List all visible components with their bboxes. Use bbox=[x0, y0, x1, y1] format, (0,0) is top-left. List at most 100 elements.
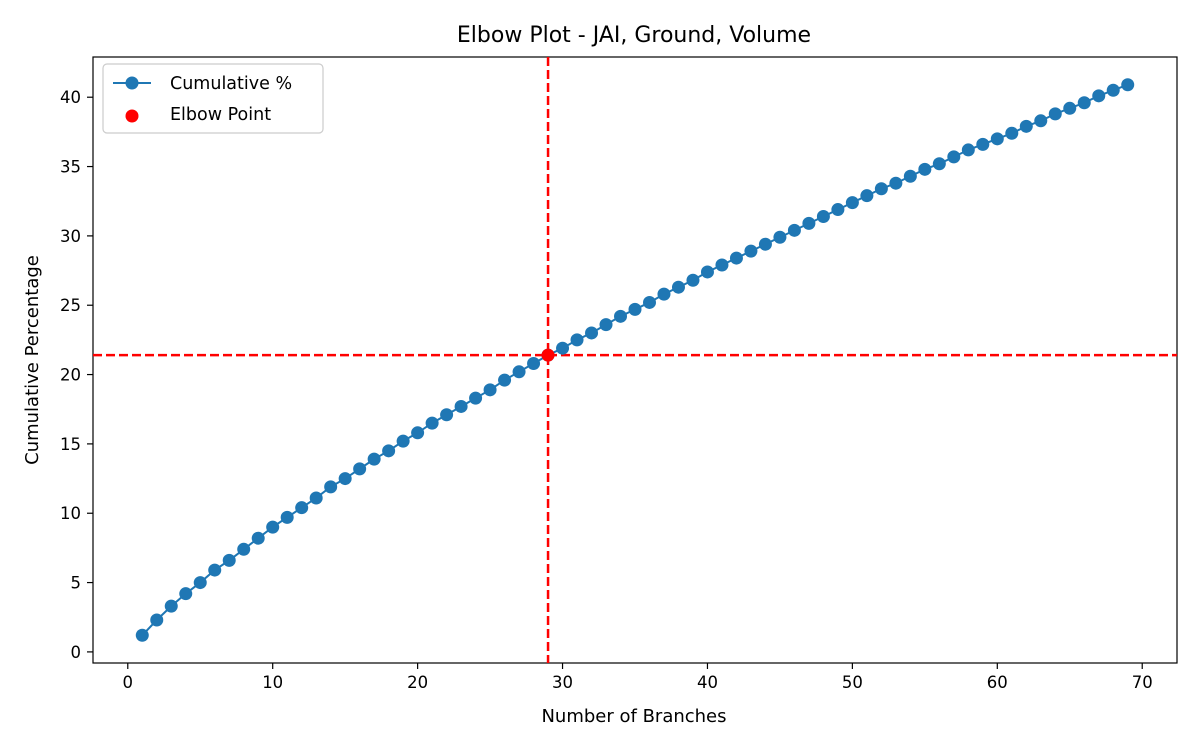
x-axis-ticks: 0 10 20 30 40 50 60 70 bbox=[123, 663, 1153, 692]
y-tick-label: 20 bbox=[60, 366, 81, 385]
data-point bbox=[469, 391, 483, 405]
legend: Cumulative % Elbow Point bbox=[102, 63, 324, 134]
x-tick-label: 10 bbox=[262, 673, 283, 692]
data-point bbox=[715, 258, 729, 272]
data-point bbox=[1092, 89, 1106, 103]
y-tick-label: 15 bbox=[60, 435, 81, 454]
data-point bbox=[860, 189, 874, 203]
data-point bbox=[454, 399, 468, 413]
data-point bbox=[947, 150, 961, 164]
x-tick-label: 0 bbox=[123, 673, 134, 692]
data-point bbox=[425, 416, 439, 430]
y-tick-label: 5 bbox=[71, 574, 82, 593]
plot-frame bbox=[92, 56, 1178, 664]
data-point bbox=[483, 383, 497, 397]
data-point bbox=[657, 287, 671, 301]
data-point bbox=[1121, 78, 1135, 92]
y-tick-label: 40 bbox=[60, 88, 81, 107]
data-point bbox=[527, 356, 541, 370]
chart-title: Elbow Plot - JAI, Ground, Volume bbox=[457, 23, 811, 48]
data-point bbox=[266, 520, 280, 534]
data-point bbox=[208, 563, 222, 577]
data-point bbox=[411, 426, 425, 440]
data-point bbox=[671, 280, 685, 294]
data-point bbox=[599, 318, 613, 332]
y-axis-label: Cumulative Percentage bbox=[22, 255, 43, 465]
y-tick-label: 10 bbox=[60, 504, 81, 523]
data-point bbox=[918, 162, 932, 176]
data-point bbox=[193, 576, 207, 590]
data-point bbox=[164, 599, 178, 613]
data-point bbox=[367, 452, 381, 466]
data-point bbox=[222, 553, 236, 567]
data-point bbox=[874, 182, 888, 196]
data-point bbox=[1077, 96, 1091, 110]
data-point bbox=[512, 365, 526, 379]
data-point bbox=[440, 408, 454, 422]
plot-area bbox=[92, 56, 1178, 664]
x-tick-label: 60 bbox=[987, 673, 1008, 692]
data-point bbox=[845, 196, 859, 210]
data-point bbox=[150, 613, 164, 627]
data-point bbox=[396, 434, 410, 448]
data-point bbox=[353, 462, 367, 476]
x-tick-label: 20 bbox=[407, 673, 428, 692]
legend-box bbox=[102, 63, 324, 134]
data-point bbox=[889, 176, 903, 190]
x-tick-label: 70 bbox=[1132, 673, 1153, 692]
data-point bbox=[1019, 119, 1033, 133]
data-point bbox=[831, 203, 845, 217]
legend-label-cumulative: Cumulative % bbox=[170, 74, 292, 94]
data-point bbox=[585, 326, 599, 340]
data-point bbox=[976, 137, 990, 151]
x-tick-label: 40 bbox=[697, 673, 718, 692]
y-tick-label: 35 bbox=[60, 158, 81, 177]
data-point bbox=[1048, 107, 1062, 121]
data-point bbox=[744, 244, 758, 258]
data-point bbox=[903, 169, 917, 183]
y-tick-label: 25 bbox=[60, 296, 81, 315]
legend-elbow-swatch bbox=[125, 109, 139, 123]
x-tick-label: 30 bbox=[552, 673, 573, 692]
data-point bbox=[700, 265, 714, 279]
data-point bbox=[1034, 114, 1048, 128]
series-cumulative bbox=[135, 78, 1135, 642]
elbow-point-marker bbox=[541, 348, 555, 362]
data-point bbox=[758, 237, 772, 251]
data-point bbox=[642, 295, 656, 309]
data-point bbox=[990, 132, 1004, 146]
data-point bbox=[338, 472, 352, 486]
data-point bbox=[932, 157, 946, 171]
data-point bbox=[1063, 101, 1077, 115]
data-point bbox=[570, 333, 584, 347]
data-point bbox=[556, 341, 570, 355]
data-point bbox=[802, 216, 816, 230]
data-point bbox=[179, 587, 193, 601]
x-tick-label: 50 bbox=[842, 673, 863, 692]
data-point bbox=[324, 480, 338, 494]
data-point bbox=[309, 491, 323, 505]
data-point bbox=[280, 510, 294, 524]
data-point bbox=[961, 143, 975, 157]
data-point bbox=[787, 223, 801, 237]
legend-marker-swatch bbox=[125, 76, 139, 90]
y-tick-label: 0 bbox=[71, 643, 82, 662]
data-point bbox=[498, 373, 512, 387]
data-point bbox=[773, 230, 787, 244]
data-point bbox=[1005, 126, 1019, 140]
data-point bbox=[816, 209, 830, 223]
data-point bbox=[628, 302, 642, 316]
data-point bbox=[686, 273, 700, 287]
data-point bbox=[251, 531, 265, 545]
data-point bbox=[135, 628, 149, 642]
y-axis-ticks: 0 5 10 15 20 25 30 35 40 bbox=[60, 88, 93, 662]
y-tick-label: 30 bbox=[60, 227, 81, 246]
elbow-point-layer bbox=[541, 348, 555, 362]
data-point bbox=[1106, 83, 1120, 97]
data-point bbox=[295, 501, 309, 515]
legend-label-elbow: Elbow Point bbox=[170, 105, 271, 125]
data-point bbox=[382, 444, 396, 458]
data-point bbox=[614, 309, 628, 323]
x-axis-label: Number of Branches bbox=[541, 706, 726, 727]
